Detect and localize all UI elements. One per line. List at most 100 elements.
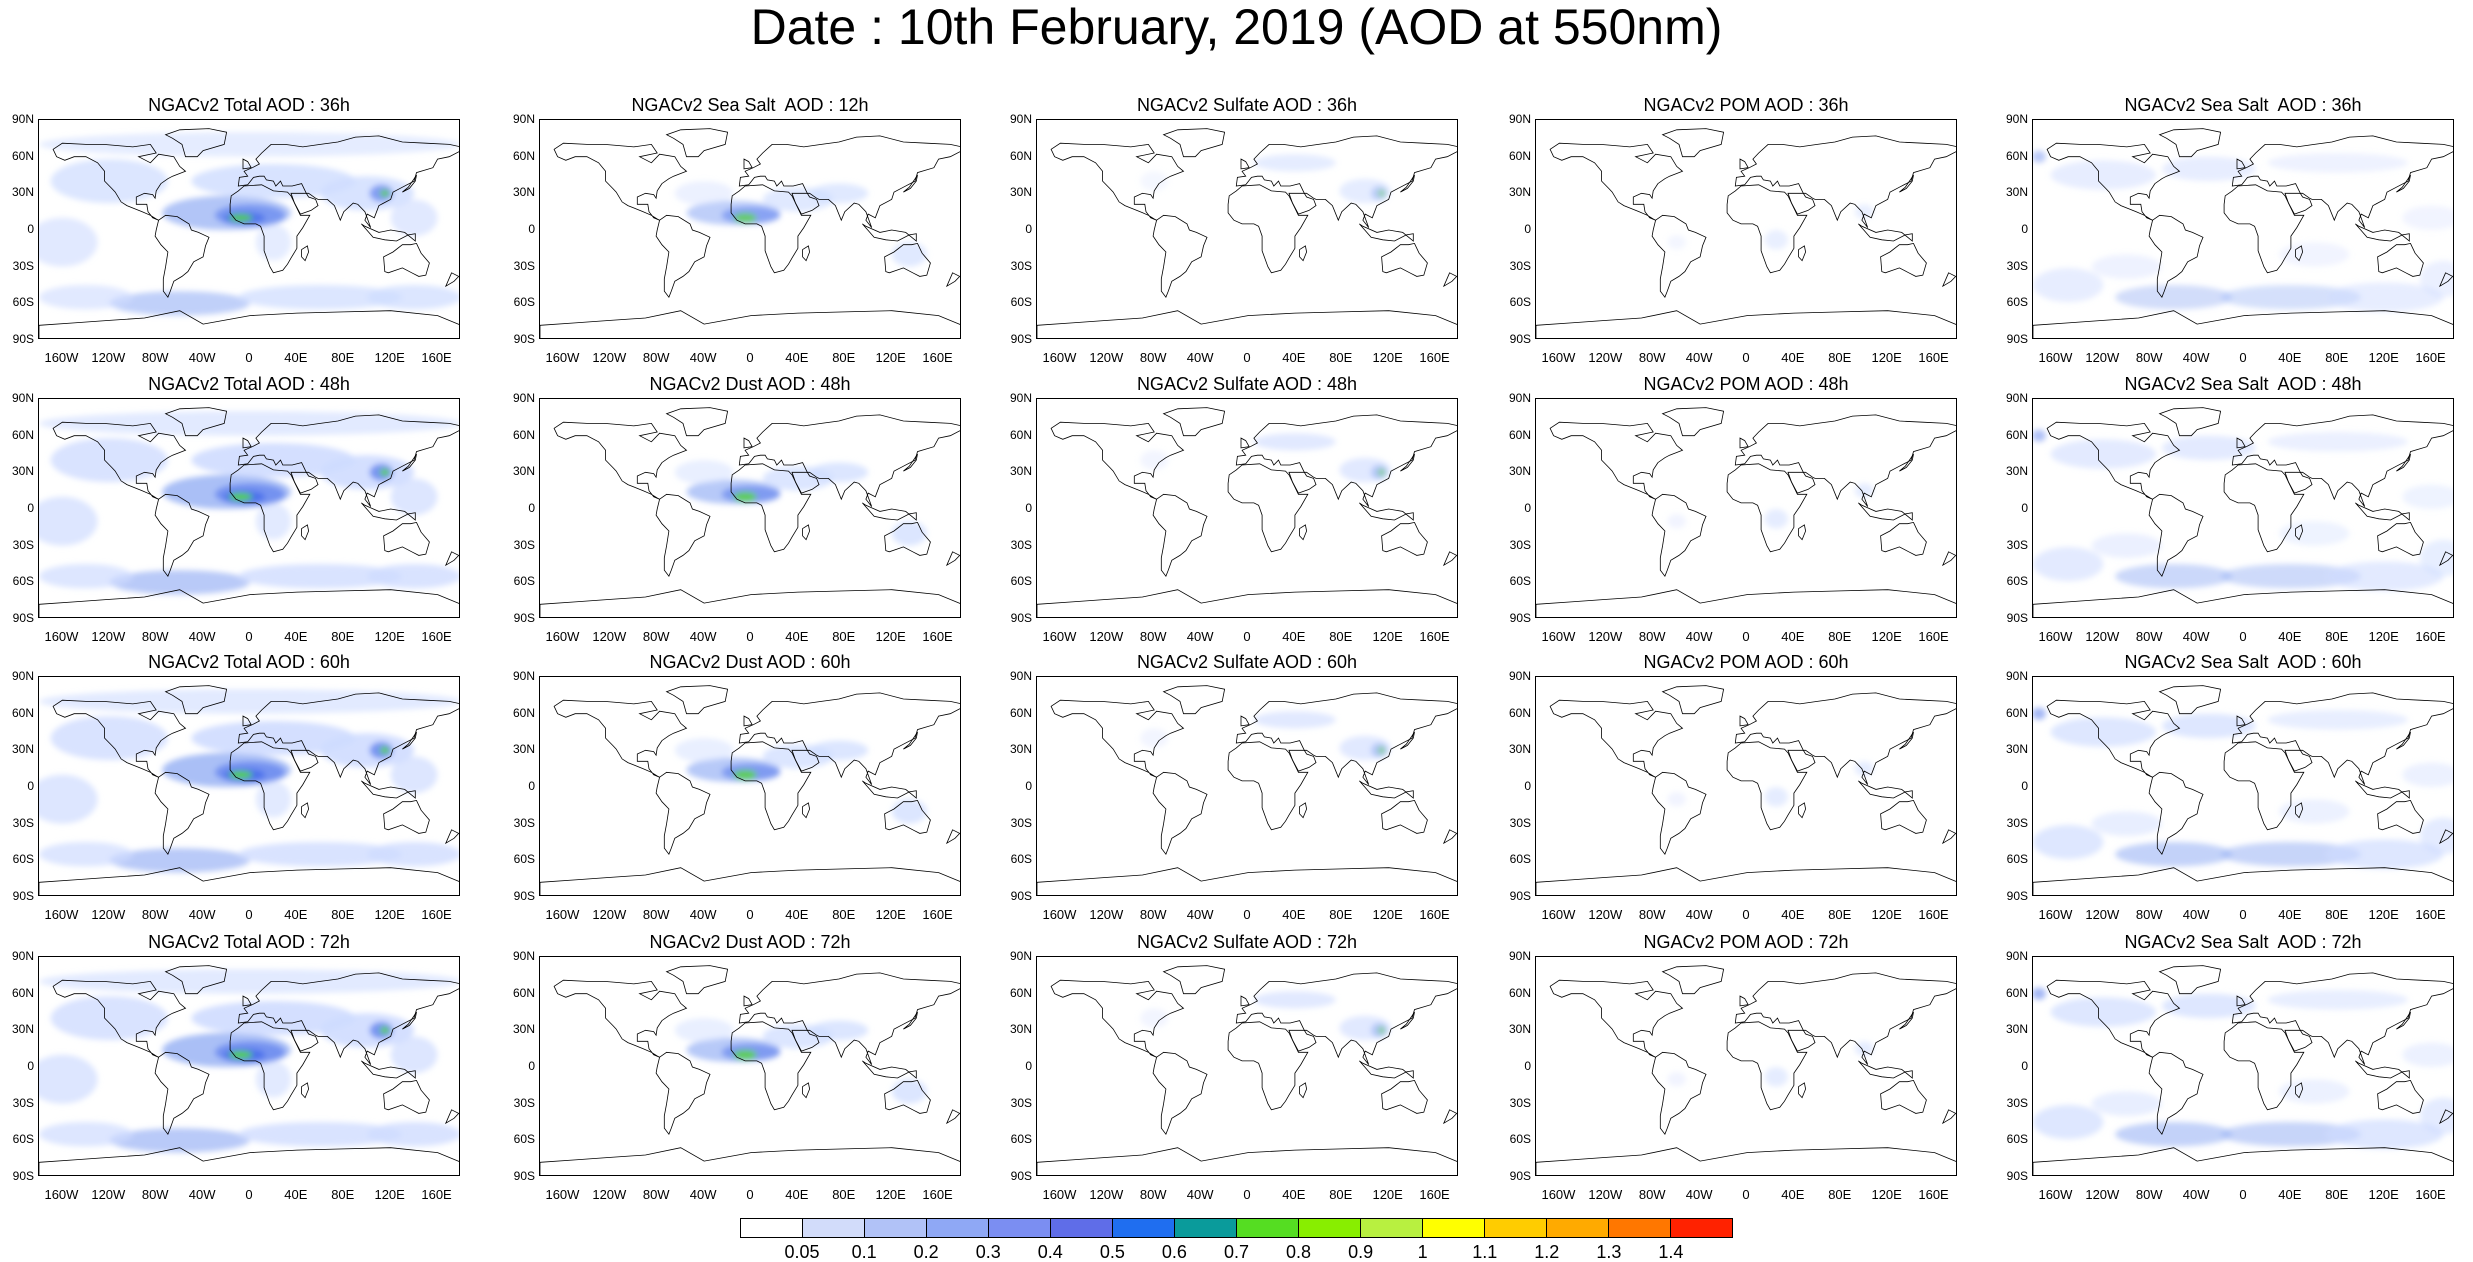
lon-tick-label: 40W — [1186, 629, 1214, 644]
aod-blob — [380, 1026, 390, 1034]
lat-tick-label: 90N — [512, 112, 535, 126]
coastline-south-america — [655, 1051, 711, 1136]
coastline-europe-asia — [1235, 135, 1457, 228]
aod-blob — [109, 848, 250, 873]
lat-tick-label: 90S — [1509, 332, 1531, 346]
colorbar-label: 1.2 — [1534, 1242, 1560, 1262]
coastline-uk — [2236, 158, 2246, 170]
aod-blob — [39, 496, 98, 546]
aod-blob — [2161, 156, 2256, 182]
lat-tick-label: 60N — [512, 427, 535, 442]
coastline-australia — [1381, 521, 1428, 556]
coastline-uk — [242, 437, 252, 449]
aod-blob — [238, 564, 403, 589]
coastline-new-zealand — [2438, 272, 2453, 288]
aod-blob — [390, 1036, 438, 1074]
coastlines — [1037, 965, 1457, 1175]
coastline-europe-asia — [2231, 414, 2453, 507]
lat-tick-label: 60N — [11, 985, 34, 1000]
panel-title: NGACv2 Sulfate AOD : 60h — [1136, 652, 1358, 672]
coastline-madagascar — [1299, 1082, 1308, 1099]
aod-blob — [39, 217, 98, 267]
coastline-new-zealand — [444, 551, 459, 567]
lon-tick-label: 160W — [1042, 1187, 1077, 1202]
coastline-uk — [1240, 437, 1250, 449]
coastline-greenland — [1661, 965, 1725, 995]
coastline-south-america — [2148, 1051, 2204, 1136]
coastline-australia — [884, 242, 931, 277]
lon-tick-label: 80W — [642, 350, 670, 365]
map-plot — [39, 685, 459, 895]
map-panel: NGACv2 Dust AOD : 48h 90N 60N 30N 0 30S 60S 90S… — [513, 374, 961, 643]
coastline-indonesia — [361, 1060, 416, 1079]
coastline-new-zealand — [1442, 551, 1457, 567]
lat-tick-label: 90S — [513, 1169, 535, 1183]
lon-tick-label: 40E — [785, 629, 809, 644]
lat-tick-label: 90S — [1010, 332, 1032, 346]
coastlines — [2033, 965, 2453, 1175]
aod-blob — [1253, 433, 1336, 451]
coastline-europe-asia — [2231, 972, 2453, 1065]
coastline-greenland — [1162, 965, 1226, 995]
coastline-uk — [242, 158, 252, 170]
coastline-greenland — [1162, 685, 1226, 715]
lat-tick-label: 90N — [512, 949, 535, 963]
coastline-japan — [402, 731, 417, 750]
lat-tick-label: 60S — [12, 295, 34, 310]
lat-tick-label: 60S — [1509, 852, 1531, 867]
lat-tick-label: 0 — [1025, 222, 1032, 236]
coastline-africa — [1726, 741, 1808, 831]
coastline-south-america — [154, 214, 210, 299]
aod-blob — [228, 771, 253, 779]
colorbar-label: 0.4 — [1037, 1242, 1063, 1262]
coastline-australia — [884, 521, 931, 556]
coastline-uk — [743, 437, 753, 449]
coastline-antarctica — [540, 867, 960, 895]
aod-blob — [2050, 160, 2157, 190]
lon-tick-label: 160W — [2038, 629, 2073, 644]
coastline-antarctica — [540, 589, 960, 617]
panel-title: NGACv2 Dust AOD : 48h — [649, 374, 851, 394]
map-plot — [1037, 407, 1457, 617]
lon-tick-label: 120E — [2368, 1187, 2399, 1202]
colorbar-swatch — [1485, 1219, 1547, 1237]
lon-tick-label: 80E — [832, 350, 856, 365]
lon-tick-label: 120W — [1089, 1187, 1124, 1202]
lon-tick-label: 120E — [875, 907, 906, 922]
map-panel: NGACv2 Sea Salt AOD : 48h 90N 60N 30N 0 30S 60… — [2006, 374, 2454, 643]
aod-blob — [2033, 824, 2104, 860]
coastline-new-zealand — [1941, 272, 1956, 288]
lat-tick-label: 0 — [2021, 222, 2028, 236]
coastline-new-zealand — [1941, 829, 1956, 845]
coastline-japan — [2396, 1011, 2411, 1030]
aod-blob — [2091, 1091, 2162, 1116]
aod-blob — [891, 242, 927, 267]
lon-tick-label: 80E — [1828, 1187, 1852, 1202]
coastline-europe-asia — [738, 692, 960, 785]
map-panel: NGACv2 Sea Salt AOD : 72h 90N 60N 30N 0 30S 60… — [2006, 932, 2454, 1201]
aod-blob — [109, 291, 250, 316]
coastline-greenland — [2158, 685, 2222, 715]
lon-tick-label: 80E — [1828, 629, 1852, 644]
coastlines — [2033, 685, 2453, 895]
lat-tick-label: 30N — [1009, 1022, 1032, 1037]
aod-blob — [39, 564, 133, 589]
lon-tick-label: 120W — [1089, 629, 1124, 644]
lon-tick-label: 120W — [592, 629, 627, 644]
lat-tick-label: 0 — [1025, 1059, 1032, 1073]
coastline-europe-asia — [738, 414, 960, 507]
coastline-indonesia — [862, 223, 917, 242]
lat-tick-label: 30N — [1508, 1022, 1531, 1037]
lon-tick-label: 80W — [1638, 629, 1666, 644]
lat-tick-label: 90S — [513, 332, 535, 346]
coastline-japan — [402, 453, 417, 472]
aod-blob — [39, 411, 459, 436]
aod-blob — [380, 468, 390, 476]
map-plot — [1536, 965, 1956, 1175]
coastline-north-america — [553, 421, 688, 500]
coastline-madagascar — [802, 524, 811, 541]
lon-tick-label: 80W — [1638, 1187, 1666, 1202]
aod-blob — [228, 493, 253, 501]
aod-blob — [1854, 483, 1874, 498]
coastline-south-america — [655, 214, 711, 299]
